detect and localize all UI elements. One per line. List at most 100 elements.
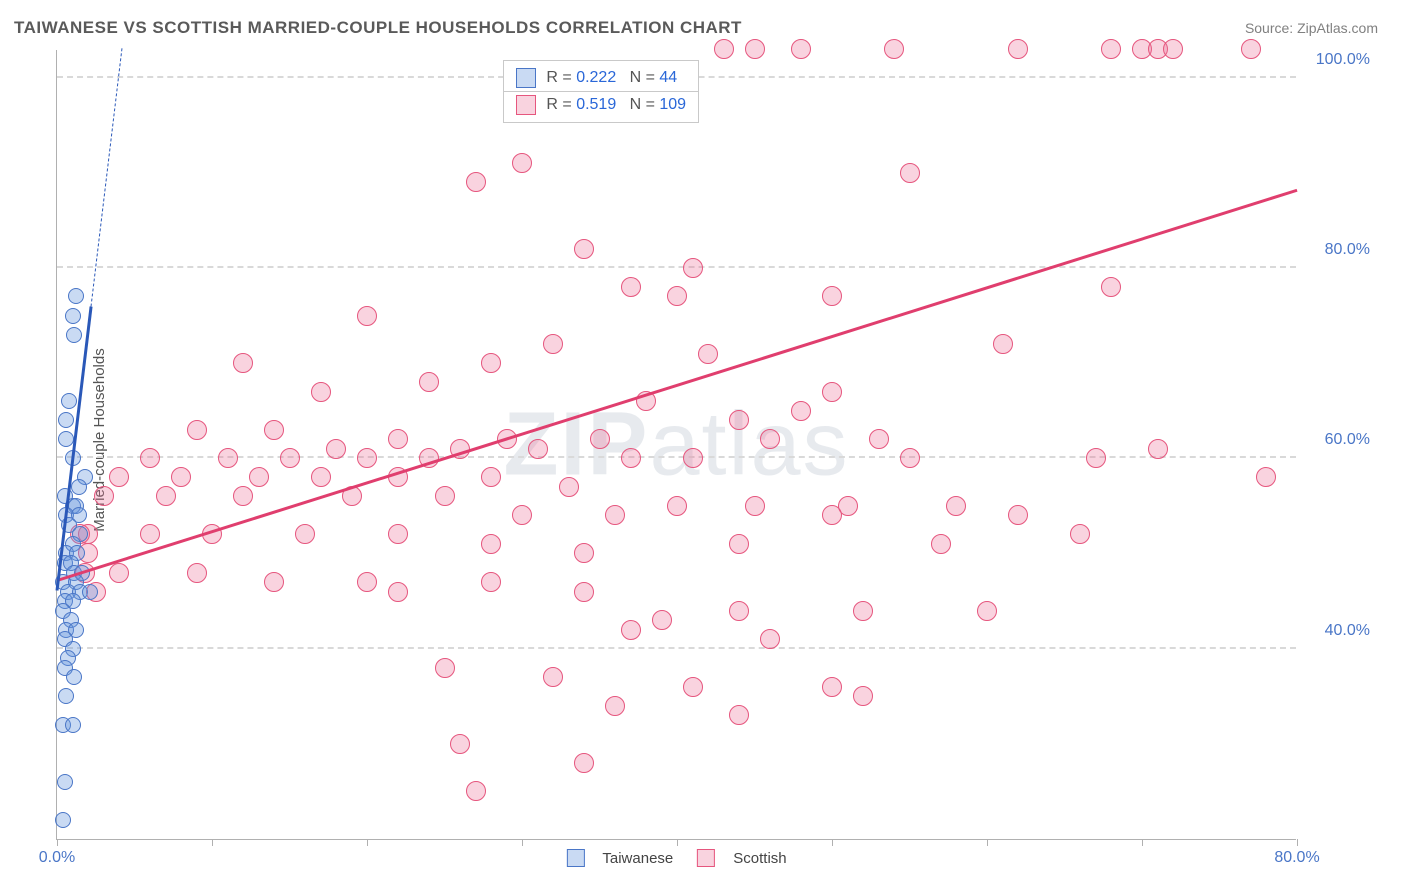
y-tick-label: 80.0%: [1325, 241, 1370, 259]
trend-line: [91, 48, 123, 306]
y-tick-label: 40.0%: [1325, 622, 1370, 640]
scottish-point: [931, 534, 951, 554]
gridline: [57, 647, 1296, 649]
scottish-point: [698, 344, 718, 364]
scottish-point: [543, 334, 563, 354]
scottish-point: [528, 439, 548, 459]
scottish-point: [1256, 467, 1276, 487]
taiwanese-point: [65, 717, 81, 733]
scottish-point: [683, 258, 703, 278]
taiwanese-swatch-icon: [566, 849, 584, 867]
scottish-point: [481, 353, 501, 373]
scottish-point: [621, 448, 641, 468]
scottish-point: [791, 401, 811, 421]
scottish-point: [714, 39, 734, 59]
x-tick: [212, 839, 213, 846]
scottish-point: [512, 153, 532, 173]
taiwanese-point: [57, 774, 73, 790]
scottish-point: [1163, 39, 1183, 59]
y-tick-label: 60.0%: [1325, 431, 1370, 449]
scottish-point: [667, 286, 687, 306]
scottish-point: [729, 534, 749, 554]
scottish-point: [1241, 39, 1261, 59]
scottish-point: [559, 477, 579, 497]
y-tick-label: 100.0%: [1316, 51, 1370, 69]
scottish-point: [574, 582, 594, 602]
gridline: [57, 266, 1296, 268]
series-legend: Taiwanese Scottish: [566, 849, 786, 867]
legend-label: Scottish: [733, 850, 786, 867]
scottish-point: [590, 429, 610, 449]
scottish-point: [574, 239, 594, 259]
chart-container: TAIWANESE VS SCOTTISH MARRIED-COUPLE HOU…: [0, 0, 1406, 892]
taiwanese-point: [66, 327, 82, 343]
scottish-point: [574, 543, 594, 563]
stats-legend-row: R = 0.519 N = 109: [504, 91, 698, 118]
scottish-point: [171, 467, 191, 487]
scottish-point: [853, 601, 873, 621]
scottish-point: [621, 277, 641, 297]
scottish-point: [311, 382, 331, 402]
scottish-point: [264, 420, 284, 440]
scottish-point: [822, 382, 842, 402]
scottish-point: [512, 505, 532, 525]
scottish-point: [326, 439, 346, 459]
scottish-point: [605, 696, 625, 716]
scottish-point: [760, 629, 780, 649]
scottish-point: [869, 429, 889, 449]
stats-legend: R = 0.222 N = 44 R = 0.519 N = 109: [503, 60, 699, 123]
x-tick: [1297, 839, 1298, 846]
scottish-point: [745, 39, 765, 59]
scottish-point: [729, 410, 749, 430]
scottish-point: [233, 486, 253, 506]
scottish-point: [156, 486, 176, 506]
scottish-point: [94, 486, 114, 506]
scottish-point: [218, 448, 238, 468]
x-tick-label: 80.0%: [1274, 849, 1319, 867]
taiwanese-point: [65, 308, 81, 324]
scottish-swatch-icon: [516, 95, 536, 115]
scottish-point: [745, 496, 765, 516]
scottish-point: [311, 467, 331, 487]
scottish-point: [652, 610, 672, 630]
scottish-point: [729, 601, 749, 621]
scottish-point: [357, 448, 377, 468]
x-tick-label: 0.0%: [39, 849, 75, 867]
scottish-point: [435, 486, 455, 506]
x-tick: [57, 839, 58, 846]
taiwanese-point: [58, 688, 74, 704]
scottish-point: [1008, 505, 1028, 525]
x-tick: [677, 839, 678, 846]
chart-title: TAIWANESE VS SCOTTISH MARRIED-COUPLE HOU…: [14, 18, 742, 38]
scottish-point: [357, 572, 377, 592]
scottish-point: [791, 39, 811, 59]
scottish-point: [280, 448, 300, 468]
scottish-point: [481, 534, 501, 554]
scottish-point: [109, 467, 129, 487]
stats-legend-row: R = 0.222 N = 44: [504, 65, 698, 91]
taiwanese-point: [55, 812, 71, 828]
scottish-point: [140, 448, 160, 468]
legend-label: Taiwanese: [602, 850, 673, 867]
scottish-point: [683, 448, 703, 468]
plot-area: ZIPatlas 40.0%60.0%80.0%100.0%0.0%80.0%R…: [56, 50, 1296, 840]
scottish-point: [946, 496, 966, 516]
gridline: [57, 456, 1296, 458]
scottish-point: [264, 572, 284, 592]
scottish-point: [388, 524, 408, 544]
scottish-point: [1101, 277, 1121, 297]
scottish-point: [667, 496, 687, 516]
x-tick: [522, 839, 523, 846]
scottish-point: [295, 524, 315, 544]
legend-item: Scottish: [697, 849, 786, 867]
scottish-point: [1148, 439, 1168, 459]
stats-text: R = 0.519 N = 109: [546, 96, 686, 114]
scottish-point: [993, 334, 1013, 354]
scottish-point: [853, 686, 873, 706]
scottish-point: [357, 306, 377, 326]
stats-text: R = 0.222 N = 44: [546, 69, 677, 87]
source-label: Source: ZipAtlas.com: [1245, 20, 1378, 36]
taiwanese-point: [58, 412, 74, 428]
scottish-point: [900, 448, 920, 468]
scottish-point: [140, 524, 160, 544]
